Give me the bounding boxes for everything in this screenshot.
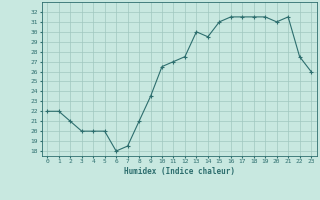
X-axis label: Humidex (Indice chaleur): Humidex (Indice chaleur) <box>124 167 235 176</box>
